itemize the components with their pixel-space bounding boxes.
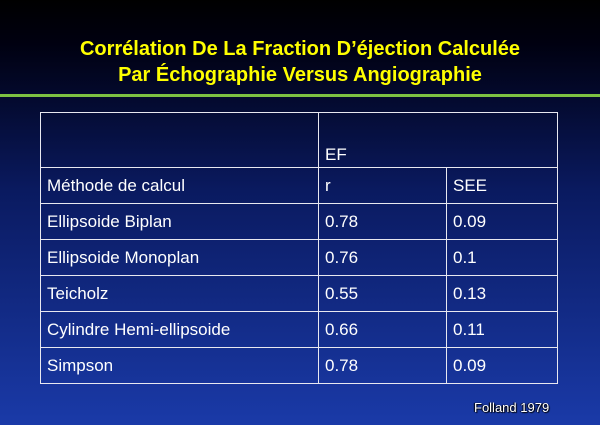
table-row: Méthode de calcul r SEE: [40, 167, 558, 204]
table-cell: 0.09: [446, 203, 558, 240]
table-row: Teicholz 0.55 0.13: [40, 275, 558, 312]
table-cell: 0.78: [318, 203, 447, 240]
table-cell: Teicholz: [40, 275, 319, 312]
table-cell: 0.1: [446, 239, 558, 276]
title-line: Par Échographie Versus Angiographie: [118, 64, 482, 86]
table-cell: 0.55: [318, 275, 447, 312]
table-cell: Ellipsoide Monoplan: [40, 239, 319, 276]
table-body: EF Méthode de calcul r SEE Ellipsoide Bipla…: [40, 112, 558, 384]
table-cell: 0.66: [318, 311, 447, 348]
table-row: EF: [40, 112, 558, 168]
table-cell: Méthode de calcul: [40, 167, 319, 204]
group-header: EF: [318, 112, 558, 168]
table-row: Ellipsoide Monoplan 0.76 0.1: [40, 239, 558, 276]
table-cell: Ellipsoide Biplan: [40, 203, 319, 240]
table-cell: 0.13: [446, 275, 558, 312]
table-cell: 0.76: [318, 239, 447, 276]
table-cell: 0.78: [318, 347, 447, 384]
table-cell: SEE: [446, 167, 558, 204]
table-cell: Cylindre Hemi-ellipsoide: [40, 311, 319, 348]
data-table: EF Méthode de calcul r SEE Ellipsoide Bipla…: [40, 112, 558, 384]
table-row: Ellipsoide Biplan 0.78 0.09: [40, 203, 558, 240]
table-cell: r: [318, 167, 447, 204]
title-line: Corrélation De La Fraction D’éjection Ca…: [79, 38, 521, 60]
table-row: Simpson 0.78 0.09: [40, 347, 558, 384]
citation: Folland 1979: [474, 400, 550, 415]
table-cell: Simpson: [40, 347, 319, 384]
table-cell: 0.09: [446, 347, 558, 384]
divider: [0, 94, 600, 97]
table-row: Cylindre Hemi-ellipsoide 0.66 0.11: [40, 311, 558, 348]
table-cell: [40, 112, 319, 168]
table-cell: 0.11: [446, 311, 558, 348]
